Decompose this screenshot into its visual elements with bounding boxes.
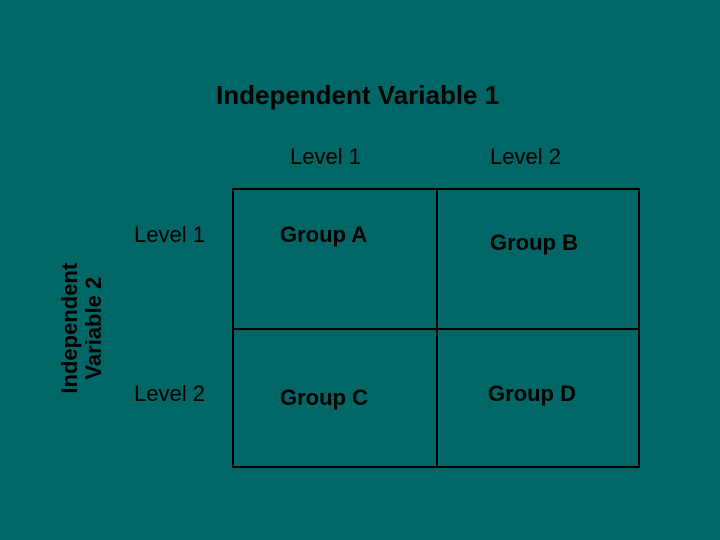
column-header-2: Level 2	[490, 144, 561, 170]
slide: Independent Variable 1 Independent Varia…	[0, 0, 720, 540]
cell-b: Group B	[490, 230, 578, 256]
cell-a: Group A	[280, 222, 367, 248]
side-axis-title: Independent Variable 2	[58, 228, 106, 428]
grid-line-left	[232, 188, 234, 468]
row-header-1: Level 1	[134, 222, 205, 248]
grid-line-right	[638, 188, 640, 468]
cell-c: Group C	[280, 385, 368, 411]
column-header-1: Level 1	[290, 144, 361, 170]
top-axis-title: Independent Variable 1	[216, 80, 499, 111]
row-header-2: Level 2	[134, 381, 205, 407]
grid-line-mid-v	[436, 188, 438, 468]
cell-d: Group D	[488, 381, 576, 407]
